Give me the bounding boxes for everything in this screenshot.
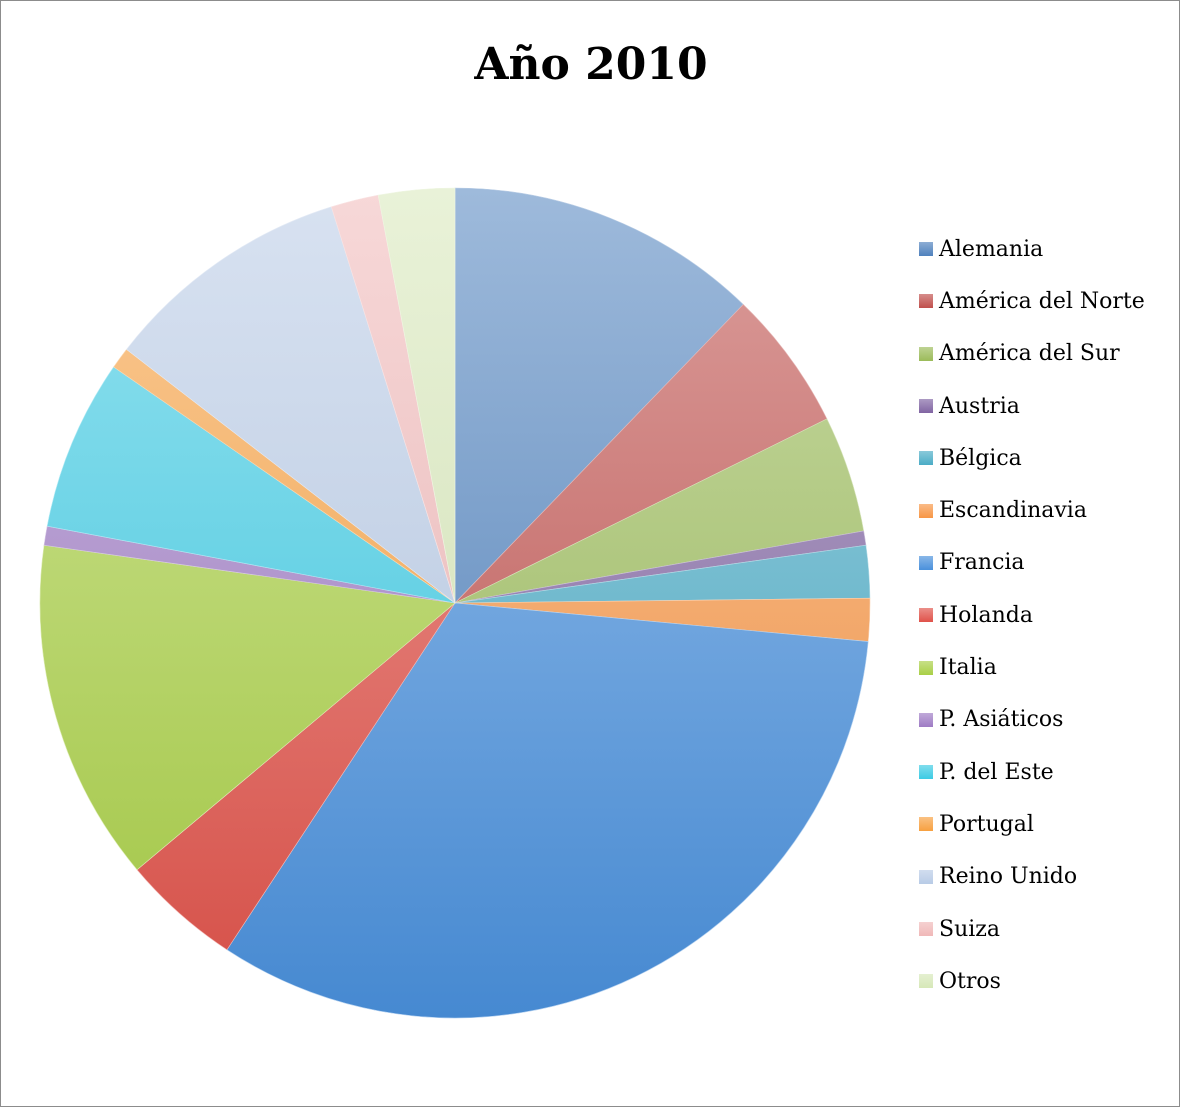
legend-item-escandinavia: Escandinavia [919, 484, 1145, 536]
legend-label-alemania: Alemania [939, 236, 1044, 262]
legend-label-reino-unido: Reino Unido [939, 864, 1078, 890]
legend-swatch-italia [919, 660, 933, 675]
legend-swatch-america-del-sur [919, 346, 933, 361]
legend-label-holanda: Holanda [939, 602, 1033, 628]
legend-swatch-portugal [919, 817, 933, 832]
legend-item-holanda: Holanda [919, 589, 1145, 641]
legend-swatch-suiza [919, 922, 933, 936]
legend-label-portugal: Portugal [939, 811, 1034, 837]
legend-swatch-francia [919, 555, 933, 570]
legend-swatch-america-del-norte [919, 294, 933, 309]
legend-item-italia: Italia [919, 641, 1145, 693]
legend-item-america-del-sur: América del Sur [919, 328, 1145, 380]
legend-label-escandinavia: Escandinavia [939, 498, 1087, 524]
pie-slice-francia [226, 602, 869, 1019]
legend-label-austria: Austria [939, 393, 1020, 419]
pie-slice-otros [377, 187, 456, 604]
legend-swatch-reino-unido [919, 869, 933, 884]
legend-swatch-belgica [919, 451, 933, 466]
legend-item-francia: Francia [919, 537, 1145, 589]
legend-item-p-asiaticos: P. Asiáticos [919, 694, 1145, 746]
legend-swatch-p-del-este [919, 765, 933, 780]
legend-item-austria: Austria [919, 380, 1145, 432]
legend-swatch-holanda [919, 608, 933, 623]
legend-item-alemania: Alemania [919, 223, 1145, 275]
legend-swatch-austria [919, 399, 933, 414]
legend-swatch-escandinavia [919, 503, 933, 518]
legend-item-p-del-este: P. del Este [919, 746, 1145, 798]
legend-label-suiza: Suiza [939, 916, 1000, 942]
pie-slice-p-del-este [46, 366, 456, 604]
pie-slice-italia [39, 544, 456, 871]
pie-slice-america-del-norte [454, 304, 828, 604]
legend-item-belgica: Bélgica [919, 432, 1145, 484]
pie-slice-alemania [454, 187, 744, 604]
legend-swatch-p-asiaticos [919, 712, 933, 727]
legend-label-italia: Italia [939, 655, 997, 681]
legend-swatch-alemania [919, 242, 933, 257]
legend-label-belgica: Bélgica [939, 445, 1022, 471]
legend-item-otros: Otros [919, 955, 1145, 1007]
legend-item-america-del-norte: América del Norte [919, 275, 1145, 327]
legend-label-america-del-sur: América del Sur [939, 341, 1120, 367]
legend-label-p-del-este: P. del Este [939, 759, 1054, 785]
legend-label-otros: Otros [939, 968, 1001, 994]
legend-item-suiza: Suiza [919, 903, 1145, 955]
legend-item-portugal: Portugal [919, 798, 1145, 850]
legend-label-francia: Francia [939, 550, 1025, 576]
legend: Alemania América del Norte América del Sur… [919, 223, 1145, 1007]
legend-label-p-asiaticos: P. Asiáticos [939, 707, 1064, 733]
legend-item-reino-unido: Reino Unido [919, 851, 1145, 903]
legend-label-america-del-norte: América del Norte [939, 288, 1145, 314]
pie-slice-reino-unido [126, 206, 456, 604]
chart-title: Año 2010 [474, 39, 708, 90]
legend-swatch-otros [919, 974, 933, 989]
